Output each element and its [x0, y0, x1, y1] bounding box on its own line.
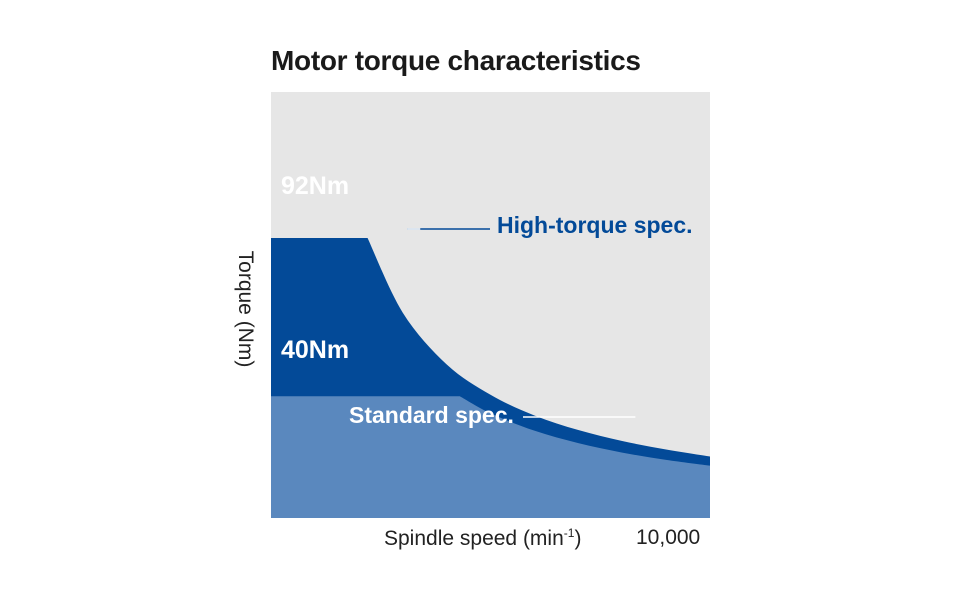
y-axis-label: Torque (Nm): [234, 250, 257, 368]
series-areas: [271, 238, 710, 519]
x-axis-label-text: Spindle speed (min: [384, 527, 564, 550]
standard-series-label: Standard spec.: [349, 402, 514, 428]
standard-area: [271, 396, 710, 518]
x-axis-label-close: ): [574, 527, 582, 550]
x-axis-label: Spindle speed (min-1): [384, 526, 581, 551]
standard-value-label: 40Nm: [281, 336, 350, 364]
high-torque-series-label: High-torque spec.: [497, 212, 693, 238]
y-axis-label-wrap: Torque (Nm): [225, 244, 265, 374]
chart-title: Motor torque characteristics: [271, 45, 641, 76]
leader-lines: [407, 228, 636, 418]
high-torque-value-label: 92Nm: [281, 172, 350, 200]
x-axis-label-superscript: -1: [563, 526, 575, 540]
x-axis-max-tick: 10,000: [636, 526, 701, 549]
